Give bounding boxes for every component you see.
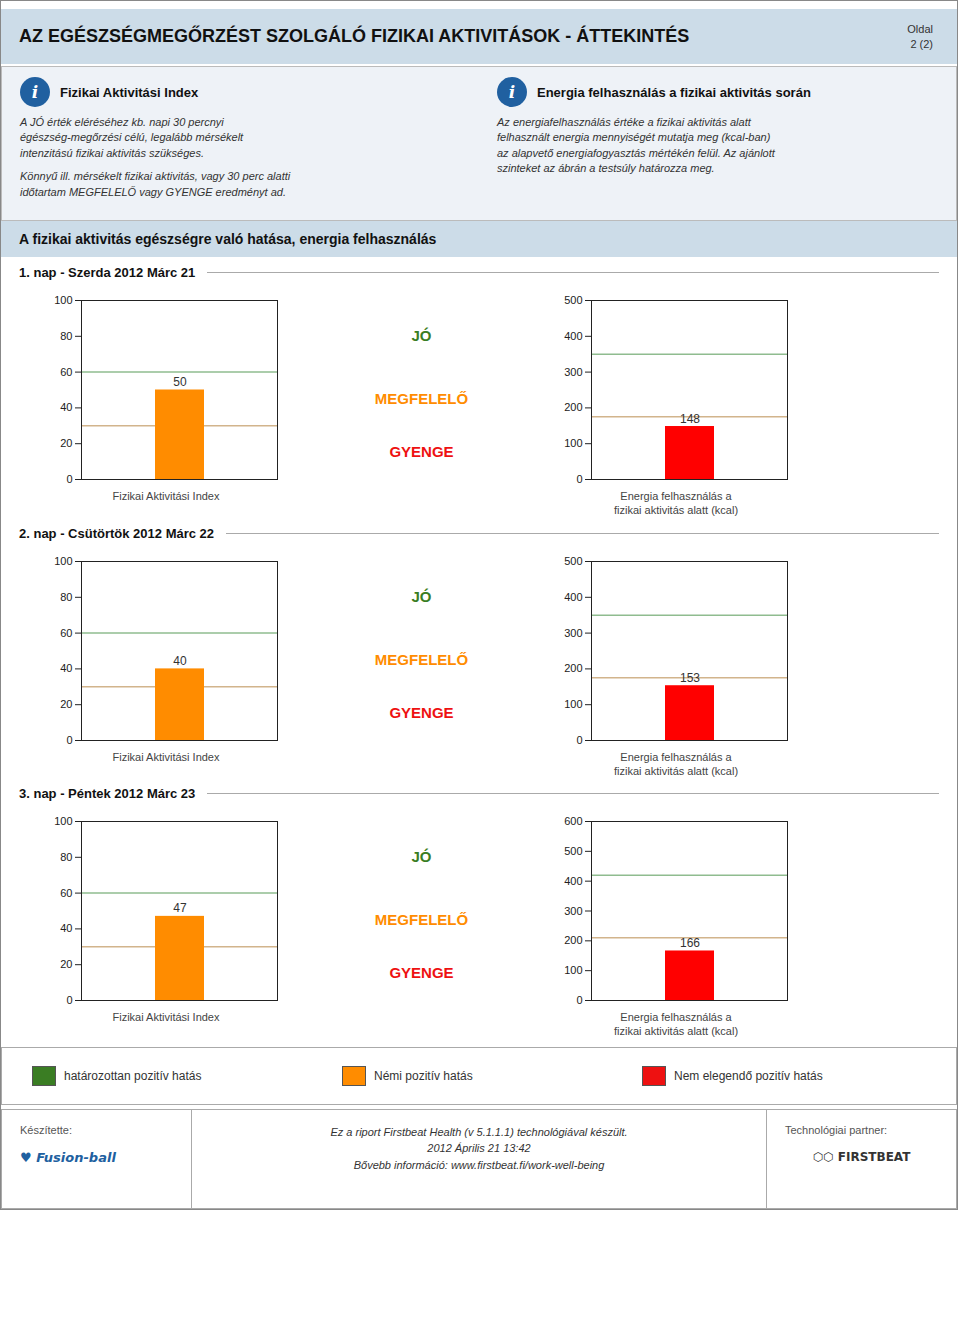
html-text:Némi pozitív hatás: Némi pozitív hatás	[374, 1068, 473, 1083]
svg-text:GYENGE: GYENGE	[389, 443, 453, 460]
html-text:A JÓ érték eléréséhez kb. napi: A JÓ érték eléréséhez kb. napi 30 percny…	[20, 116, 244, 159]
svg-text:600: 600	[564, 815, 582, 827]
svg-text:200: 200	[564, 401, 582, 413]
svg-text:0: 0	[576, 734, 582, 746]
svg-text:20: 20	[60, 958, 72, 970]
svg-text:500: 500	[564, 845, 582, 857]
svg-text:GYENGE: GYENGE	[389, 965, 453, 982]
svg-text:40: 40	[173, 653, 187, 667]
svg-text:0: 0	[66, 994, 72, 1006]
svg-text:300: 300	[564, 626, 582, 638]
html-text:Energia felhasználás a fizikai: Energia felhasználás a fizikai aktivitás…	[614, 490, 738, 517]
svg-text:JÓ: JÓ	[411, 327, 431, 344]
html-text:Fizikai Aktivitási Index: Fizikai Aktivitási Index	[112, 750, 220, 763]
svg-text:40: 40	[60, 923, 72, 935]
svg-text:148: 148	[680, 411, 700, 425]
html-text:Könnyű ill. mérsékelt fizikai: Könnyű ill. mérsékelt fizikai aktivitás,…	[20, 170, 291, 198]
html-text:Energia felhasználás a fizikai: Energia felhasználás a fizikai aktivitás…	[537, 84, 811, 100]
svg-text:200: 200	[564, 934, 582, 946]
svg-text:400: 400	[564, 590, 582, 602]
svg-text:MEGFELELŐ: MEGFELELŐ	[375, 911, 469, 928]
svg-text:0: 0	[576, 473, 582, 485]
svg-text:100: 100	[54, 555, 72, 567]
svg-text:0: 0	[66, 734, 72, 746]
html-text:Oldal: Oldal	[907, 22, 933, 35]
svg-text:JÓ: JÓ	[411, 848, 431, 865]
html-text:Nem elegendő pozitív hatás: Nem elegendő pozitív hatás	[674, 1068, 823, 1083]
html-text:A fizikai aktivitás egészségre: A fizikai aktivitás egészségre való hatá…	[19, 231, 437, 247]
svg-text:JÓ: JÓ	[411, 588, 431, 605]
html-text:⬡⬡ FIRSTBEAT: ⬡⬡ FIRSTBEAT	[812, 1149, 911, 1164]
html-text:Fizikai Aktivitási Index: Fizikai Aktivitási Index	[112, 1011, 220, 1024]
html-text:1. nap - Szerda 2012 Márc 21: 1. nap - Szerda 2012 Márc 21	[19, 265, 196, 280]
html-text:Fizikai Aktivitási Index: Fizikai Aktivitási Index	[60, 84, 199, 100]
svg-text:300: 300	[564, 905, 582, 917]
svg-text:20: 20	[60, 437, 72, 449]
html-text:Ez a riport Firstbeat Health (: Ez a riport Firstbeat Health (v 5.1.1.1)…	[330, 1125, 628, 1171]
html-text:Technológiai partner:: Technológiai partner:	[785, 1123, 888, 1136]
svg-text:50: 50	[173, 375, 187, 389]
svg-text:60: 60	[60, 887, 72, 899]
svg-text:100: 100	[564, 964, 582, 976]
html-text:határozottan pozitív hatás: határozottan pozitív hatás	[64, 1068, 202, 1083]
svg-text:400: 400	[564, 875, 582, 887]
html-text:Energia felhasználás a fizikai: Energia felhasználás a fizikai aktivitás…	[614, 1011, 738, 1038]
svg-text:40: 40	[60, 401, 72, 413]
html-text:Fizikai Aktivitási Index: Fizikai Aktivitási Index	[112, 490, 220, 502]
svg-text:40: 40	[60, 662, 72, 674]
svg-text:100: 100	[54, 815, 72, 827]
svg-text:100: 100	[564, 437, 582, 449]
html-text:♥ Fusion-ball: ♥ Fusion-ball	[20, 1149, 116, 1165]
svg-text:MEGFELELŐ: MEGFELELŐ	[375, 390, 469, 407]
svg-text:60: 60	[60, 366, 72, 378]
svg-text:0: 0	[66, 473, 72, 485]
svg-text:200: 200	[564, 662, 582, 674]
html-text:Készítette:: Készítette:	[20, 1123, 72, 1136]
svg-text:153: 153	[680, 670, 700, 684]
html-text:2. nap - Csütörtök 2012 Márc 2: 2. nap - Csütörtök 2012 Márc 22	[19, 525, 215, 541]
svg-text:80: 80	[60, 590, 72, 602]
svg-text:100: 100	[54, 294, 72, 306]
html-text:2 (2): 2 (2)	[910, 37, 933, 50]
html-text:i: i	[31, 82, 39, 102]
svg-text:20: 20	[60, 698, 72, 710]
html-text:i: i	[508, 82, 516, 102]
svg-text:500: 500	[564, 294, 582, 306]
svg-text:500: 500	[564, 555, 582, 567]
html-text:Energia felhasználás a fizikai: Energia felhasználás a fizikai aktivitás…	[614, 750, 738, 777]
svg-text:80: 80	[60, 330, 72, 342]
html-text:3. nap - Péntek 2012 Márc 23: 3. nap - Péntek 2012 Márc 23	[19, 786, 196, 802]
svg-text:300: 300	[564, 366, 582, 378]
svg-text:GYENGE: GYENGE	[389, 704, 453, 721]
svg-text:60: 60	[60, 626, 72, 638]
html-text:Az energiafelhasználás értéke: Az energiafelhasználás értéke a fizikai …	[497, 116, 775, 175]
svg-text:400: 400	[564, 330, 582, 342]
svg-text:166: 166	[680, 936, 700, 950]
svg-text:100: 100	[564, 698, 582, 710]
svg-text:47: 47	[173, 902, 187, 916]
html-text:AZ EGÉSZSÉGMEGŐRZÉST SZOLGÁLÓ: AZ EGÉSZSÉGMEGŐRZÉST SZOLGÁLÓ FIZIKAI AK…	[19, 26, 690, 46]
svg-text:0: 0	[576, 994, 582, 1006]
svg-text:MEGFELELŐ: MEGFELELŐ	[375, 650, 469, 667]
svg-text:80: 80	[60, 851, 72, 863]
